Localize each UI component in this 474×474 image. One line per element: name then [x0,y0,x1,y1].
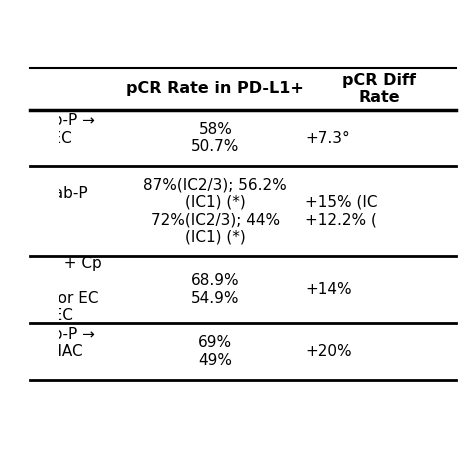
Text: pCR Rate in PD-L1+: pCR Rate in PD-L1+ [127,82,304,96]
Text: 58%
50.7%: 58% 50.7% [191,122,239,155]
Text: +7.3°: +7.3° [305,131,350,146]
Text: 87%(IC2/3); 56.2%
(IC1) (*)
72%(IC2/3); 44%
(IC1) (*): 87%(IC2/3); 56.2% (IC1) (*) 72%(IC2/3); … [144,177,287,245]
Text: - Nab-P

 p: - Nab-P p [32,186,87,236]
Text: +15% (IC
+12.2% (: +15% (IC +12.2% ( [305,195,378,228]
Text: Nab-P →
ddEC
IEC: Nab-P → ddEC IEC [32,113,95,163]
Text: +14%: +14% [305,282,352,297]
Text: 69%
49%: 69% 49% [198,336,232,368]
Text: + P + Cp

AC or EC
or EC: + P + Cp AC or EC or EC [32,256,101,323]
Text: pCR Diff
Rate: pCR Diff Rate [342,73,416,105]
Text: s: s [32,82,41,96]
Text: Nab-P →
- ddAC
AC: Nab-P → - ddAC AC [32,327,95,376]
Text: +20%: +20% [305,344,352,359]
Text: 68.9%
54.9%: 68.9% 54.9% [191,273,240,306]
